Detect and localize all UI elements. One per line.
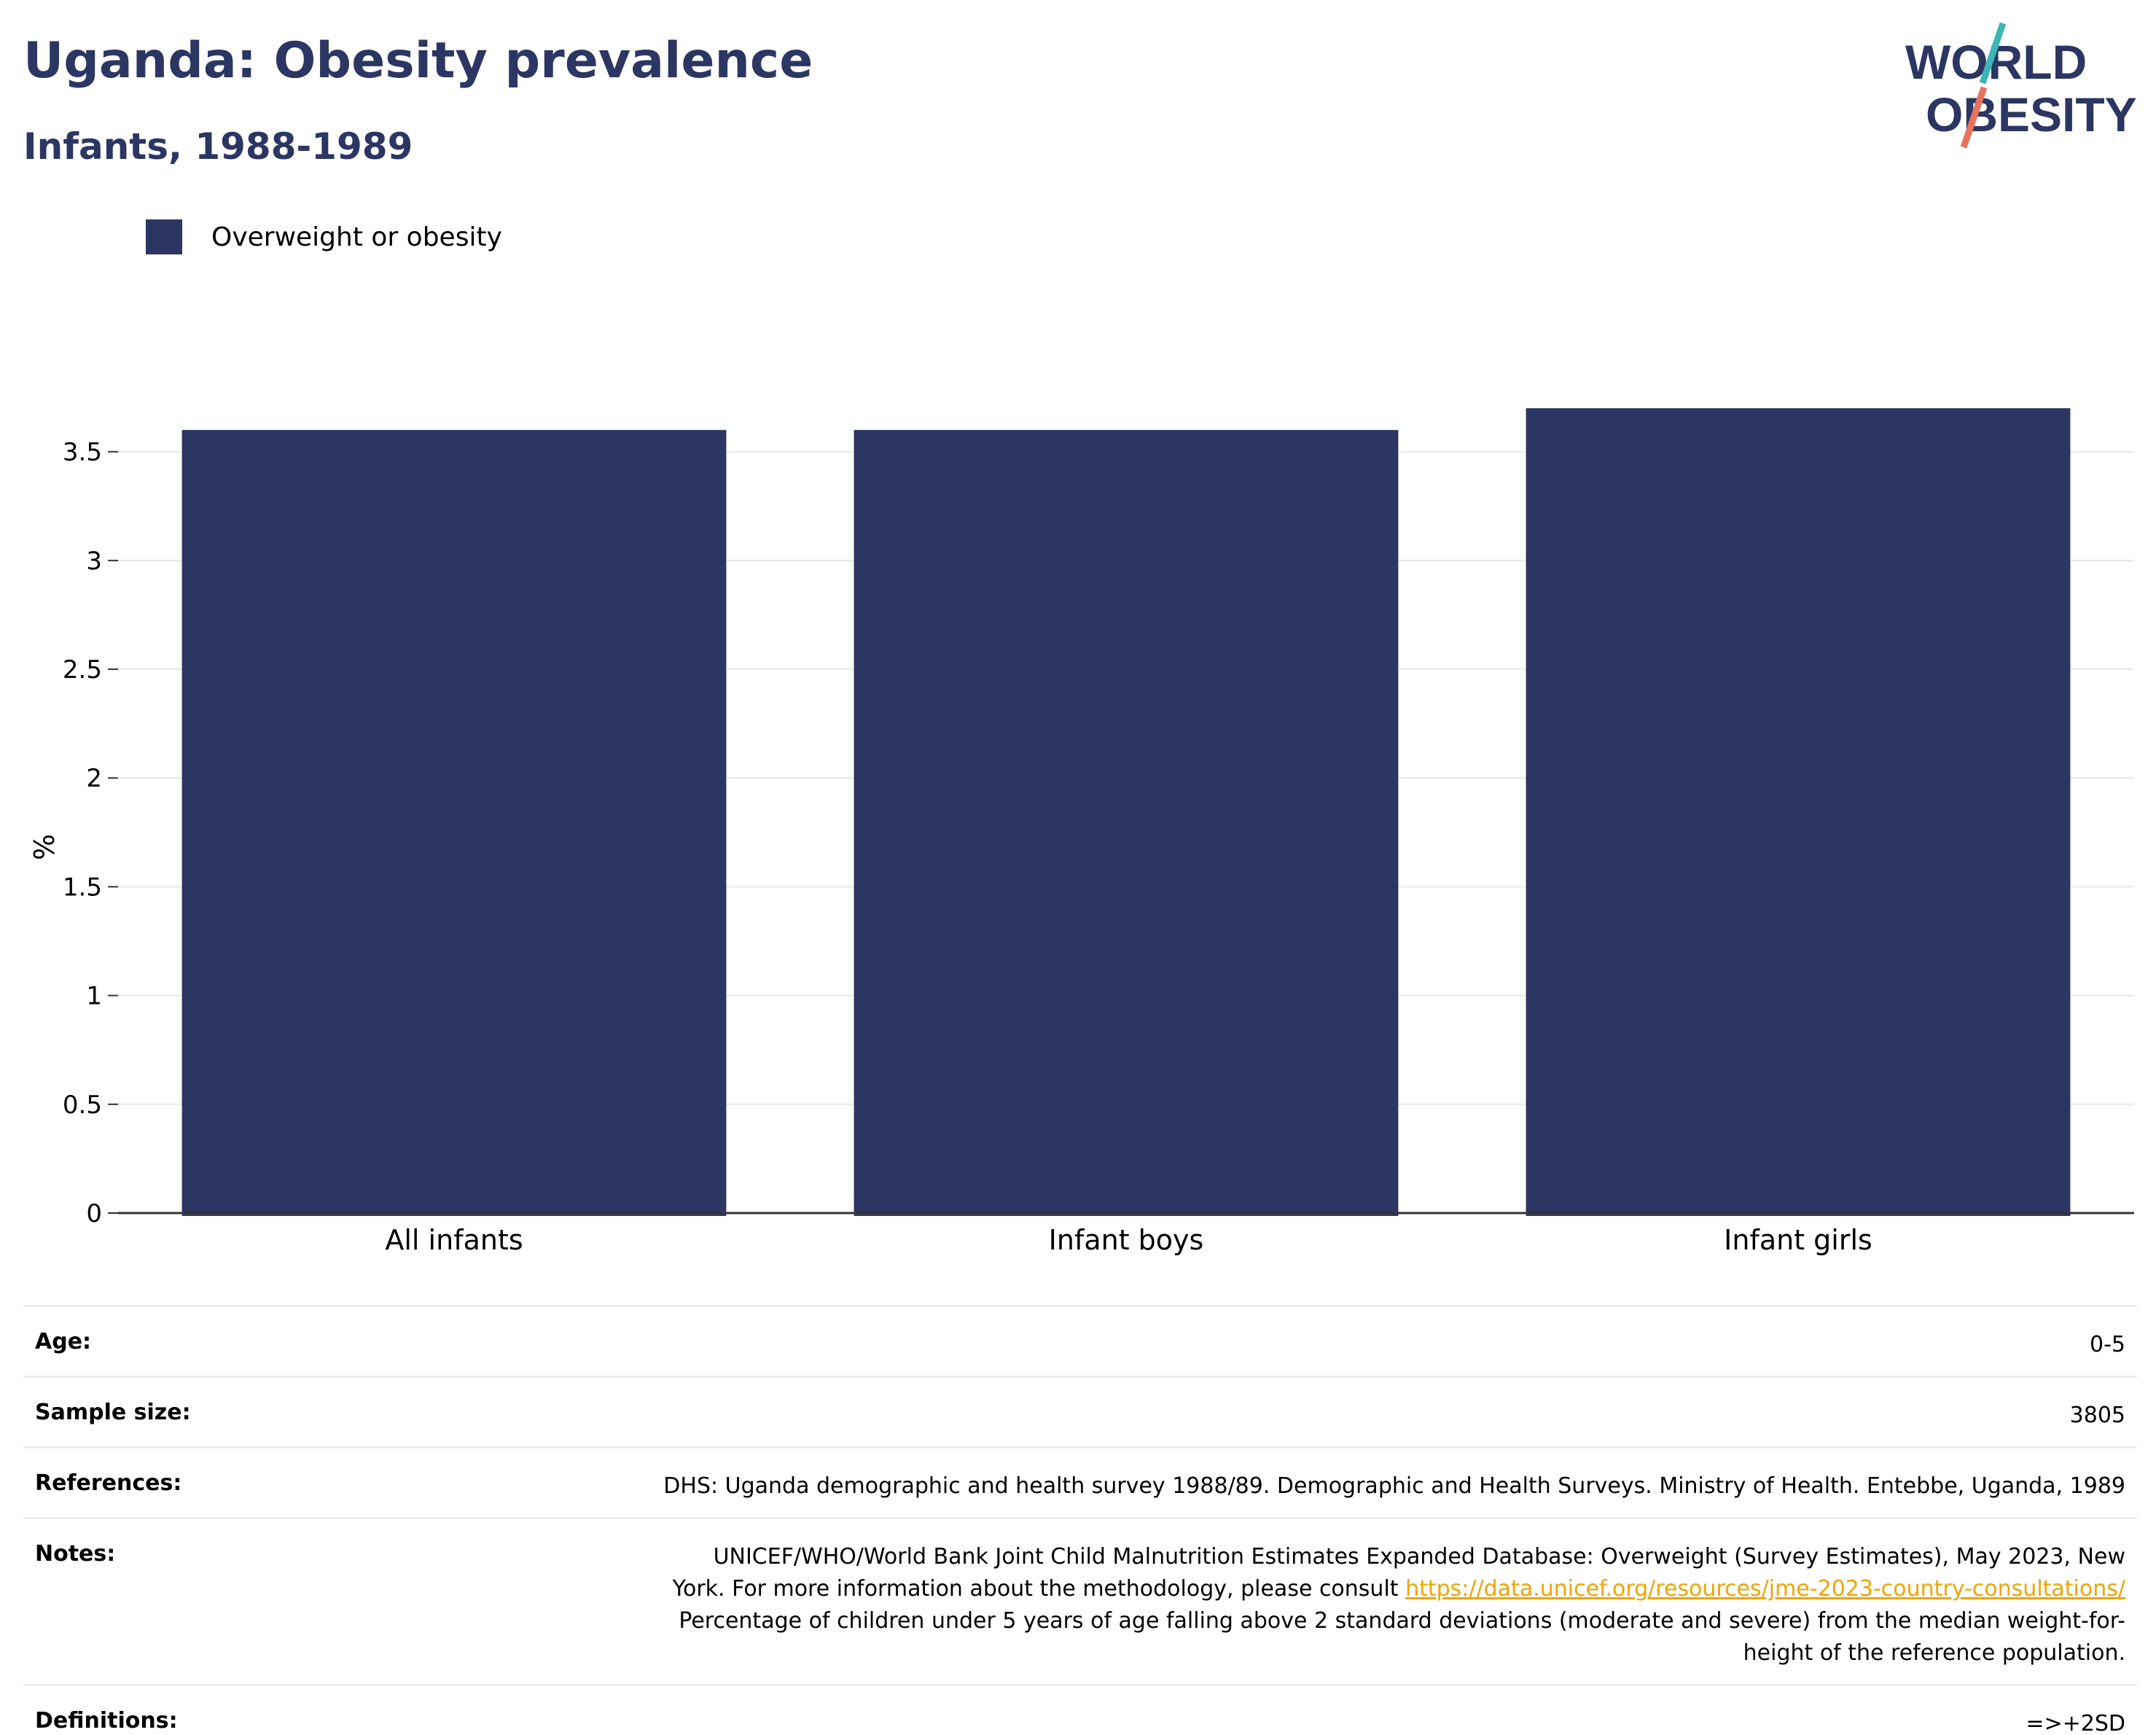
info-row-notes: Notes: UNICEF/WHO/World Bank Joint Child…: [23, 1517, 2137, 1684]
notes-line4: height of the reference population.: [1743, 1640, 2125, 1666]
references-label: References:: [35, 1470, 182, 1496]
notes-line2-prefix: York. For more information about the met…: [672, 1576, 1406, 1602]
y-tick-label: 3.5: [63, 438, 102, 467]
info-row-sample-size: Sample size: 3805: [23, 1376, 2137, 1446]
info-table: Age: 0-5 Sample size: 3805 References: D…: [23, 1305, 2137, 1735]
notes-label: Notes:: [35, 1541, 116, 1567]
notes-line3: Percentage of children under 5 years of …: [679, 1608, 2125, 1634]
notes-line1: UNICEF/WHO/World Bank Joint Child Malnut…: [713, 1544, 2125, 1570]
age-value: 0-5: [2090, 1332, 2125, 1357]
y-tick-label: 3: [86, 547, 102, 576]
logo-slash-bottom: [1960, 86, 1988, 149]
chart-title: Uganda: Obesity prevalence: [23, 32, 813, 90]
legend-swatch: [146, 219, 182, 254]
age-label: Age:: [35, 1329, 92, 1354]
methodology-link[interactable]: https://data.unicef.org/resources/jme-20…: [1405, 1576, 2125, 1602]
bar: [854, 429, 1399, 1216]
y-tick-label: 1.5: [63, 873, 102, 902]
x-tick-label: Infant girls: [1724, 1224, 1872, 1256]
legend-label: Overweight or obesity: [211, 222, 502, 252]
legend: Overweight or obesity: [146, 219, 502, 255]
logo-line2: OBESITY: [1926, 87, 2137, 141]
bar: [181, 429, 727, 1216]
definitions-value: =>+2SD: [2026, 1711, 2125, 1735]
x-tick-label: All infants: [385, 1224, 523, 1256]
y-tick-label: 2.5: [63, 655, 102, 685]
x-tick-label: Infant boys: [1049, 1224, 1204, 1256]
sample-size-value: 3805: [2069, 1403, 2125, 1428]
bar: [1526, 408, 2071, 1216]
sample-size-label: Sample size:: [35, 1400, 191, 1425]
y-tick-label: 0.5: [63, 1091, 102, 1120]
logo-slash-top: [1979, 22, 2007, 85]
info-row-definitions: Definitions: =>+2SD: [23, 1684, 2137, 1735]
info-row-references: References: DHS: Uganda demographic and …: [23, 1446, 2137, 1517]
notes-line2: York. For more information about the met…: [673, 1573, 2125, 1605]
y-tick-label: 2: [86, 764, 102, 793]
info-row-age: Age: 0-5: [23, 1305, 2137, 1376]
bar-chart: 0 0.5 1 1.5 2 2.5 3 3.5% All infants Infant boys I…: [28, 408, 2134, 1256]
notes-value: UNICEF/WHO/World Bank Joint Child Malnut…: [673, 1541, 2125, 1669]
world-obesity-logo: WORLD OBESITY: [1905, 22, 2137, 149]
chart-subtitle: Infants, 1988-1989: [23, 125, 413, 168]
y-axis-label: %: [28, 834, 60, 860]
definitions-label: Definitions:: [35, 1708, 178, 1734]
y-tick-label: 1: [86, 982, 102, 1011]
y-tick-label: 0: [86, 1199, 102, 1228]
references-value: DHS: Uganda demographic and health surve…: [663, 1473, 2125, 1499]
